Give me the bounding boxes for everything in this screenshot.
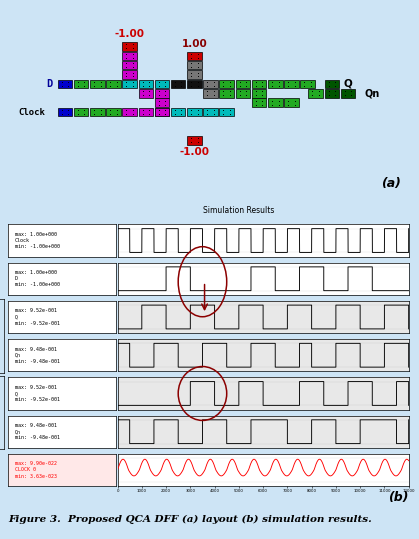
Text: max: 9.48e-001
Qn
min: -9.48e-001: max: 9.48e-001 Qn min: -9.48e-001 bbox=[15, 347, 60, 364]
Bar bbox=[74, 80, 88, 88]
Bar bbox=[171, 108, 186, 116]
Bar bbox=[268, 99, 282, 107]
Text: 1.00: 1.00 bbox=[181, 39, 207, 49]
Text: max: 9.48e-001
Qn
min: -9.48e-001: max: 9.48e-001 Qn min: -9.48e-001 bbox=[15, 423, 60, 440]
Bar bbox=[325, 89, 339, 98]
Text: -1.00: -1.00 bbox=[179, 147, 210, 157]
Bar bbox=[155, 80, 169, 88]
Bar bbox=[203, 89, 218, 98]
Bar bbox=[325, 80, 339, 88]
Bar bbox=[300, 80, 315, 88]
Bar bbox=[235, 80, 250, 88]
Bar bbox=[155, 108, 169, 116]
Bar bbox=[139, 89, 153, 98]
Bar bbox=[341, 89, 355, 98]
Bar bbox=[187, 136, 202, 144]
Bar bbox=[235, 89, 250, 98]
Bar bbox=[74, 108, 88, 116]
Bar bbox=[122, 108, 137, 116]
Text: (a): (a) bbox=[381, 177, 401, 190]
Bar bbox=[187, 108, 202, 116]
Bar bbox=[122, 61, 137, 70]
Bar bbox=[220, 89, 234, 98]
Bar bbox=[268, 80, 282, 88]
Text: max: 1.00e+000
Clock
min: -1.00e+000: max: 1.00e+000 Clock min: -1.00e+000 bbox=[15, 232, 60, 249]
Bar bbox=[90, 80, 105, 88]
Bar bbox=[155, 108, 169, 116]
Bar bbox=[122, 52, 137, 60]
Bar bbox=[252, 89, 266, 98]
Bar bbox=[187, 80, 202, 88]
Bar bbox=[252, 80, 266, 88]
Bar bbox=[90, 108, 105, 116]
Text: Qn: Qn bbox=[364, 88, 380, 98]
Text: -1.00: -1.00 bbox=[115, 29, 145, 39]
Bar bbox=[203, 108, 218, 116]
Text: Simulation Results: Simulation Results bbox=[203, 206, 274, 215]
Text: Q: Q bbox=[344, 79, 353, 89]
Bar bbox=[139, 108, 153, 116]
Bar bbox=[58, 108, 72, 116]
Text: max: 9.52e-001
Q
min: -9.52e-001: max: 9.52e-001 Q min: -9.52e-001 bbox=[15, 385, 60, 402]
Bar bbox=[139, 80, 153, 88]
Text: (b): (b) bbox=[388, 491, 409, 504]
Bar bbox=[58, 80, 72, 88]
Text: max: 1.00e+000
D
min: -1.00e+000: max: 1.00e+000 D min: -1.00e+000 bbox=[15, 270, 60, 287]
Text: Figure 3.  Proposed QCA DFF (a) layout (b) simulation results.: Figure 3. Proposed QCA DFF (a) layout (b… bbox=[8, 515, 372, 523]
Bar bbox=[106, 108, 121, 116]
Bar bbox=[122, 70, 137, 79]
Bar bbox=[220, 80, 234, 88]
Bar bbox=[187, 61, 202, 70]
Bar bbox=[284, 99, 299, 107]
Bar bbox=[122, 80, 137, 88]
Bar bbox=[171, 80, 186, 88]
Bar bbox=[220, 108, 234, 116]
Text: Clock: Clock bbox=[18, 108, 45, 116]
Bar bbox=[187, 70, 202, 79]
Bar bbox=[155, 99, 169, 107]
Bar bbox=[187, 52, 202, 60]
Bar bbox=[252, 99, 266, 107]
Bar bbox=[122, 42, 137, 51]
Text: max: 9.52e-001
Q
min: -9.52e-001: max: 9.52e-001 Q min: -9.52e-001 bbox=[15, 308, 60, 326]
Bar bbox=[308, 89, 323, 98]
Text: D: D bbox=[47, 79, 53, 89]
Bar bbox=[106, 80, 121, 88]
Bar bbox=[155, 89, 169, 98]
Text: max: 9.90e-022
CLOCK 0
min: 3.63e-023: max: 9.90e-022 CLOCK 0 min: 3.63e-023 bbox=[15, 461, 57, 479]
Bar bbox=[284, 80, 299, 88]
Bar bbox=[203, 80, 218, 88]
